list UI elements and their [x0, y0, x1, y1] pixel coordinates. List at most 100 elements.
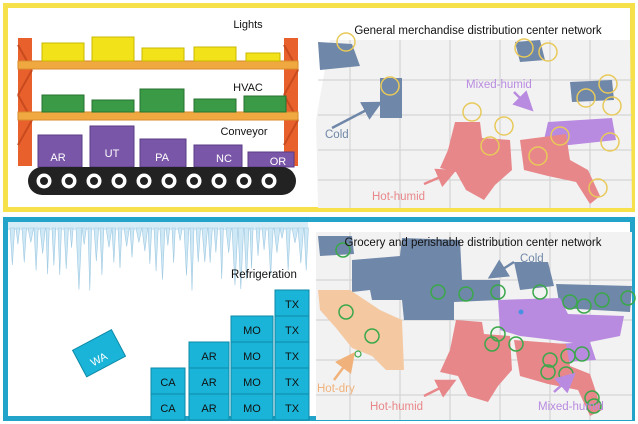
dc-marker [480, 136, 500, 156]
conveyor-belt [28, 167, 296, 195]
cold-region-oregon [318, 42, 360, 70]
yellow-box [245, 52, 281, 62]
icicle [57, 227, 62, 275]
cyan-box [230, 341, 274, 369]
dc-marker [550, 126, 570, 146]
icicle [177, 227, 183, 241]
icicle [129, 227, 135, 258]
icicle [207, 227, 213, 263]
top-us-map [316, 40, 632, 208]
roller-hub [90, 177, 98, 185]
cold-region-utah [380, 78, 402, 118]
blue-dot [518, 309, 524, 315]
icicle [285, 227, 291, 271]
yellow-box [91, 36, 135, 62]
cold-region-midwest [514, 262, 554, 290]
box-label-ar: AR [50, 152, 65, 164]
cyan-box-label: TX [285, 377, 300, 389]
icicle [39, 227, 46, 254]
icicle [297, 227, 304, 264]
icicle [291, 227, 299, 243]
label-hvac: HVAC [233, 82, 263, 94]
box-label-ut: UT [105, 148, 120, 160]
icicle [111, 227, 117, 263]
icicle [195, 227, 201, 263]
cold-region-mountain [352, 238, 500, 320]
icicle [105, 227, 113, 248]
icicle [303, 227, 309, 271]
cyan-box [150, 393, 186, 421]
roller-hub [40, 177, 48, 185]
dc-marker [594, 292, 610, 308]
green-box [91, 99, 135, 113]
icicle [171, 227, 176, 263]
icicle [51, 227, 57, 266]
bottom-label-mixed-humid: Mixed-humid [538, 401, 604, 413]
icicle [21, 227, 27, 263]
cyan-box [274, 289, 310, 317]
mixed-humid-region-b [498, 298, 624, 344]
cyan-box [230, 315, 274, 343]
dc-marker [576, 88, 596, 108]
yellow-box [141, 47, 185, 62]
dc-marker [528, 146, 548, 166]
roller-hub [165, 177, 173, 185]
roller-hub [215, 177, 223, 185]
icicle [87, 227, 92, 291]
green-boxes [41, 88, 287, 113]
cold-region-washington [318, 236, 354, 256]
icicle [201, 227, 208, 263]
dc-marker [458, 286, 474, 302]
icicle [249, 227, 254, 269]
icicle [135, 227, 143, 243]
cyan-box-label: AR [201, 377, 216, 389]
roller-hub [190, 177, 198, 185]
cyan-box-label: TX [285, 299, 300, 311]
box-label-or: OR [270, 156, 287, 168]
icicle [165, 227, 171, 246]
top-dc-markers [336, 32, 622, 198]
dc-marker [490, 326, 506, 342]
cyan-box [274, 341, 310, 369]
roller-hub [115, 177, 123, 185]
dc-marker [602, 96, 622, 116]
green-box [193, 98, 237, 113]
icicle [69, 227, 74, 248]
green-box [243, 95, 287, 113]
cyan-box-label: MO [243, 377, 261, 389]
dc-marker [335, 242, 351, 258]
icicle [255, 227, 261, 256]
dc-marker [598, 74, 618, 94]
icicle [75, 227, 83, 290]
dc-marker [574, 346, 590, 362]
cyan-box-label: AR [201, 403, 216, 415]
roller-hub [65, 177, 73, 185]
dc-marker [620, 290, 636, 306]
icicle [147, 227, 153, 264]
top-label-cold: Cold [325, 129, 349, 141]
icicle [219, 227, 224, 279]
top-map-title: General merchandise distribution center … [354, 25, 602, 37]
dc-marker [490, 284, 506, 300]
dc-marker [532, 284, 548, 300]
roller-hub [140, 177, 148, 185]
icicle [27, 227, 35, 243]
icicle [237, 227, 244, 289]
icicle [267, 227, 274, 276]
icicle [189, 227, 195, 291]
hot-humid-texas [440, 122, 512, 200]
icicle [93, 227, 99, 262]
purple-box-ar [37, 134, 83, 168]
icicle [63, 227, 69, 269]
yellow-boxes [41, 36, 281, 62]
icicle [243, 227, 250, 280]
cyan-box [274, 315, 310, 343]
bottom-label-hot-dry: Hot-dry [317, 383, 355, 395]
dc-marker [540, 364, 556, 380]
dc-marker [508, 336, 524, 352]
dc-marker [584, 390, 600, 406]
green-box [41, 94, 85, 113]
top-label-hot-humid: Hot-humid [372, 191, 425, 203]
dc-marker [462, 102, 482, 122]
dc-marker [354, 350, 362, 358]
